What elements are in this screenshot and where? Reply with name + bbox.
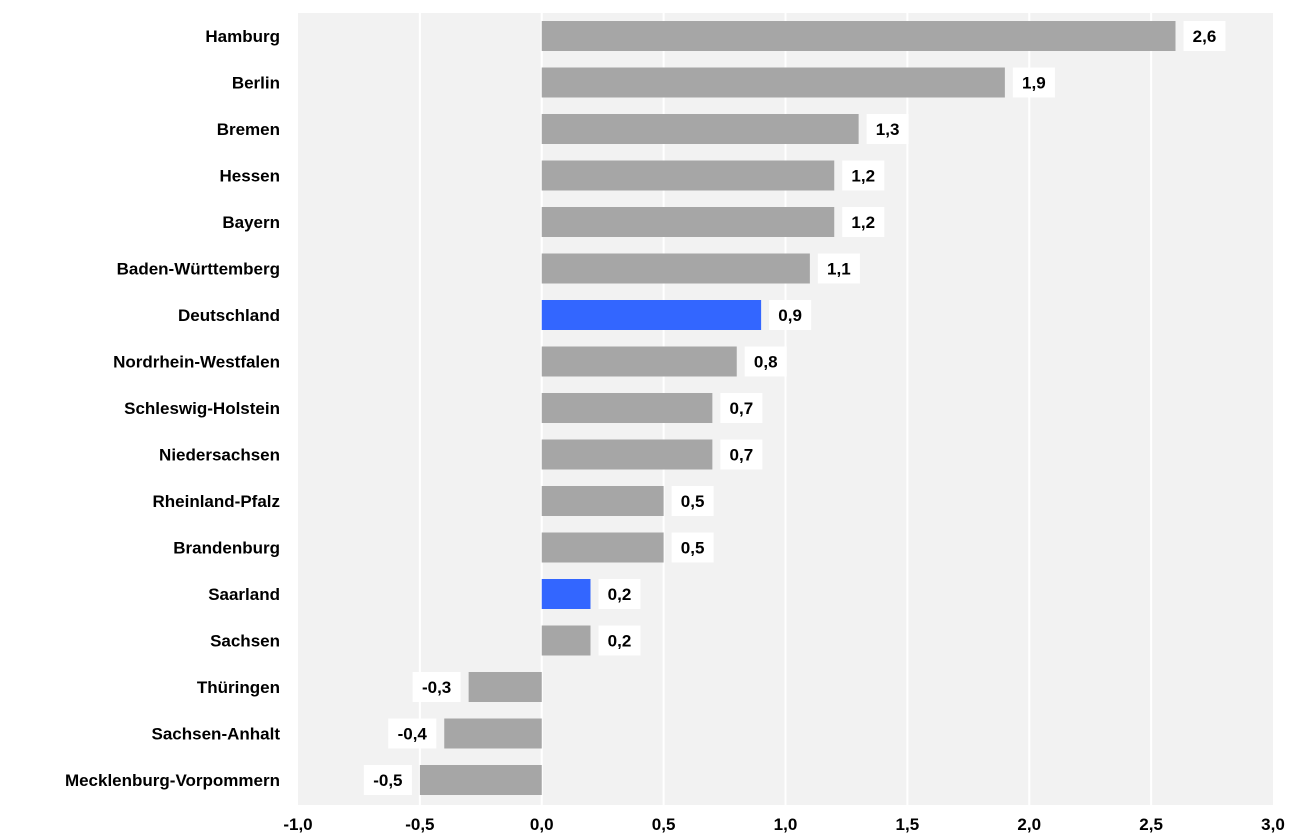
category-label: Brandenburg bbox=[173, 539, 280, 558]
category-label: Deutschland bbox=[178, 306, 280, 325]
bar bbox=[541, 393, 713, 423]
data-label-box bbox=[598, 579, 641, 609]
bar bbox=[541, 486, 664, 516]
bar bbox=[541, 67, 1005, 98]
bar bbox=[541, 579, 591, 609]
x-axis-tick-labels: -1,0 -0,5 0,0 0,5 1,0 1,5 2,0 2,5 3,0 bbox=[283, 815, 1284, 834]
data-label: 2,6 bbox=[1193, 27, 1217, 46]
bar bbox=[541, 532, 664, 563]
category-label: Hamburg bbox=[205, 27, 280, 46]
data-label-box bbox=[363, 765, 412, 795]
data-label: -0,4 bbox=[398, 725, 428, 744]
category-label: Nordrhein-Westfalen bbox=[113, 353, 280, 372]
data-label: -0,3 bbox=[422, 678, 451, 697]
data-label: 0,9 bbox=[778, 306, 802, 325]
bar bbox=[444, 718, 542, 749]
data-label: 1,3 bbox=[876, 120, 900, 139]
bar bbox=[419, 765, 542, 795]
category-label: Baden-Württemberg bbox=[117, 260, 280, 279]
bar bbox=[541, 346, 737, 377]
category-label: Hessen bbox=[220, 167, 280, 186]
data-label-box bbox=[1183, 21, 1226, 51]
category-label: Niedersachsen bbox=[159, 446, 280, 465]
bar bbox=[541, 439, 713, 470]
data-label: 0,8 bbox=[754, 353, 778, 372]
data-label-box bbox=[842, 207, 885, 237]
bar bbox=[541, 114, 859, 144]
category-label: Saarland bbox=[208, 585, 280, 604]
data-label-box bbox=[842, 160, 885, 191]
category-label: Berlin bbox=[232, 74, 280, 93]
x-tick-label: 3,0 bbox=[1261, 815, 1285, 834]
data-labels: 2,6 1,9 1,3 1,2 1,2 1,1 0,9 0,8 0,7 0,7 0,5 0,5 0,2 0… bbox=[363, 21, 1226, 795]
data-label: -0,5 bbox=[373, 771, 402, 790]
bar bbox=[541, 160, 835, 191]
data-label: 0,2 bbox=[608, 585, 632, 604]
x-tick-label: 0,5 bbox=[652, 815, 676, 834]
category-label: Schleswig-Holstein bbox=[124, 399, 280, 418]
data-label: 0,5 bbox=[681, 492, 705, 511]
category-labels: Hamburg Berlin Bremen Hessen Bayern Baden-Wür… bbox=[65, 27, 280, 790]
data-label: 1,2 bbox=[851, 213, 875, 232]
data-label-box bbox=[598, 625, 641, 656]
data-label: 1,2 bbox=[851, 167, 875, 186]
category-label: Bayern bbox=[222, 213, 280, 232]
category-label: Mecklenburg-Vorpommern bbox=[65, 771, 280, 790]
bar bbox=[541, 207, 835, 237]
x-tick-label: 1,5 bbox=[896, 815, 920, 834]
bars bbox=[419, 21, 1176, 795]
x-tick-label: 0,0 bbox=[530, 815, 554, 834]
data-label-box bbox=[720, 393, 763, 423]
category-label: Sachsen-Anhalt bbox=[152, 725, 281, 744]
x-tick-label: -0,5 bbox=[405, 815, 434, 834]
data-label-box bbox=[412, 672, 461, 702]
x-tick-label: -1,0 bbox=[283, 815, 312, 834]
data-label-box bbox=[1012, 67, 1055, 98]
x-tick-label: 2,5 bbox=[1139, 815, 1163, 834]
data-label-box bbox=[744, 346, 787, 377]
data-label: 0,7 bbox=[730, 446, 754, 465]
category-label: Rheinland-Pfalz bbox=[152, 492, 280, 511]
x-tick-label: 1,0 bbox=[774, 815, 798, 834]
bar bbox=[541, 625, 591, 656]
data-label-box bbox=[671, 532, 714, 563]
data-label-box bbox=[671, 486, 714, 516]
data-label: 1,1 bbox=[827, 260, 851, 279]
data-label-box bbox=[866, 114, 909, 144]
bar bbox=[541, 21, 1176, 51]
bar bbox=[541, 253, 810, 284]
data-label-box bbox=[817, 253, 860, 284]
data-label-box bbox=[388, 718, 437, 749]
bar bbox=[468, 672, 542, 702]
category-label: Thüringen bbox=[197, 678, 280, 697]
category-label: Bremen bbox=[217, 120, 280, 139]
data-label-box bbox=[720, 439, 763, 470]
data-label: 0,7 bbox=[730, 399, 754, 418]
category-label: Sachsen bbox=[210, 632, 280, 651]
data-label: 1,9 bbox=[1022, 74, 1046, 93]
data-label-box bbox=[769, 300, 812, 330]
bar bbox=[541, 300, 762, 330]
data-label: 0,2 bbox=[608, 632, 632, 651]
x-tick-label: 2,0 bbox=[1017, 815, 1041, 834]
data-label: 0,5 bbox=[681, 539, 705, 558]
